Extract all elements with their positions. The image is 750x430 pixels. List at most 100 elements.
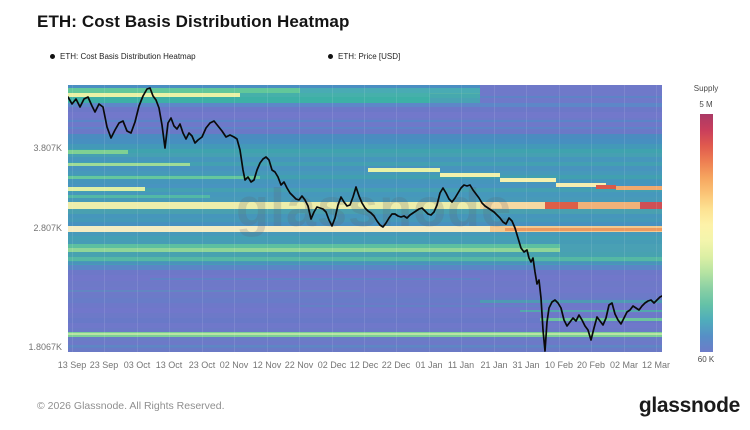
heatmap-band <box>68 157 662 162</box>
x-axis-tick-label: 31 Jan <box>512 360 540 370</box>
heatmap-band <box>68 197 662 202</box>
heatmap-band <box>68 120 662 122</box>
heatmap-band <box>300 305 560 307</box>
x-axis-tick-label: 02 Dec <box>317 360 347 370</box>
x-axis-tick-label: 12 Dec <box>349 360 379 370</box>
heatmap-band <box>68 222 662 226</box>
gridline <box>656 85 657 352</box>
gridline <box>332 85 333 352</box>
heatmap-band <box>68 323 662 328</box>
heatmap-band <box>68 341 662 345</box>
heatmap-band <box>68 195 210 198</box>
heatmap-band <box>68 150 128 154</box>
heatmap-plot-area[interactable]: glassnode <box>68 85 662 352</box>
heatmap-band <box>68 163 190 166</box>
heatmap-band <box>68 88 300 93</box>
legend-label-price: ETH: Price [USD] <box>338 52 401 61</box>
heatmap-band <box>368 168 440 172</box>
x-axis-tick-label: 02 Mar <box>609 360 639 370</box>
heatmap-band <box>68 328 662 332</box>
heatmap-band <box>68 176 260 179</box>
x-axis-tick-label: 12 Mar <box>641 360 671 370</box>
heatmap-band <box>68 149 662 153</box>
x-axis-tick-label: 13 Oct <box>155 360 183 370</box>
heatmap-band <box>68 232 662 236</box>
heatmap-band <box>68 187 145 191</box>
x-axis-tick-label: 11 Jan <box>447 360 475 370</box>
heatmap-band <box>68 209 662 214</box>
heatmap-band <box>578 202 640 209</box>
heatmap-band <box>68 166 662 171</box>
heatmap-band <box>68 290 360 292</box>
x-axis-tick-label: 22 Nov <box>284 360 314 370</box>
heatmap-band <box>68 144 662 149</box>
legend-item-price[interactable]: ETH: Price [USD] <box>328 52 400 61</box>
heatmap-band <box>68 139 662 144</box>
heatmap-band <box>68 97 430 103</box>
heatmap-band <box>68 318 662 323</box>
heatmap-band <box>68 153 662 157</box>
gridline <box>624 85 625 352</box>
x-axis-tick-label: 20 Feb <box>576 360 606 370</box>
gridline <box>234 85 235 352</box>
heatmap-band <box>68 281 662 287</box>
heatmap-band <box>480 96 662 98</box>
heatmap-band <box>68 226 662 232</box>
x-axis-tick-label: 22 Dec <box>381 360 411 370</box>
heatmap-band <box>556 183 606 187</box>
heatmap-band <box>68 262 662 264</box>
heatmap-band <box>68 179 662 184</box>
heatmap-band <box>68 348 662 352</box>
colorbar-min-label: 60 K <box>697 355 715 364</box>
heatmap-band <box>68 188 662 192</box>
heatmap-band <box>68 103 662 107</box>
x-axis-tick-label: 12 Nov <box>252 360 282 370</box>
heatmap-band <box>596 185 616 189</box>
heatmap-band <box>68 107 662 112</box>
heatmap-band <box>480 85 662 103</box>
heatmap-band <box>68 248 662 252</box>
gridline <box>591 85 592 352</box>
heatmap-band <box>68 313 662 318</box>
heatmap-band <box>68 337 662 341</box>
gridline <box>526 85 527 352</box>
heatmap-band <box>68 345 662 347</box>
heatmap-band <box>68 85 662 90</box>
gridline <box>461 85 462 352</box>
heatmap-band <box>68 112 662 118</box>
heatmap-band <box>545 202 578 209</box>
legend-item-heatmap[interactable]: ETH: Cost Basis Distribution Heatmap <box>50 52 196 61</box>
gridline <box>72 85 73 352</box>
gridline <box>169 85 170 352</box>
heatmap-band <box>68 122 662 127</box>
heatmap-band <box>540 318 662 321</box>
y-axis-tick-label: 2.807K <box>33 223 62 233</box>
heatmap-band <box>68 175 662 179</box>
heatmap-band <box>68 118 662 120</box>
heatmap-band <box>68 252 662 257</box>
gridline <box>137 85 138 352</box>
heatmap-band <box>68 218 662 222</box>
heatmap-band <box>68 236 662 240</box>
watermark: glassnode <box>236 178 513 238</box>
heatmap-band <box>68 192 662 197</box>
heatmap-band <box>68 134 662 139</box>
footer-copyright: © 2026 Glassnode. All Rights Reserved. <box>37 400 225 412</box>
x-axis-tick-label: 21 Jan <box>480 360 508 370</box>
heatmap-band <box>68 184 662 188</box>
heatmap-band <box>68 244 662 248</box>
heatmap-band <box>68 333 662 335</box>
price-line <box>68 87 662 352</box>
heatmap-band <box>616 186 662 190</box>
price-line-layer <box>68 87 662 352</box>
heatmap-band <box>68 162 662 166</box>
gridline <box>494 85 495 352</box>
heatmap-band <box>68 214 662 218</box>
heatmap-band <box>68 129 662 134</box>
heatmap-band <box>68 202 662 209</box>
x-axis-tick-label: 13 Sep <box>57 360 87 370</box>
gridline <box>299 85 300 352</box>
heatmap-band <box>640 202 662 209</box>
heatmap-band <box>68 293 662 298</box>
x-axis-tick-label: 02 Nov <box>219 360 249 370</box>
